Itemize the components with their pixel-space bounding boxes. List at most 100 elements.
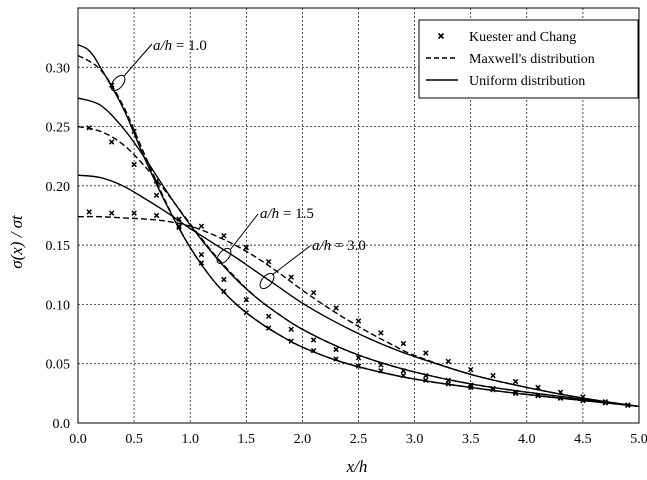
x-tick-label: 2.0 bbox=[294, 432, 312, 447]
kuester-chang-point-ah-1-5 bbox=[400, 368, 407, 374]
annotation-leader-2 bbox=[229, 213, 259, 251]
annotation-leader-3 bbox=[271, 245, 311, 276]
uniform-curve-ah-1-5 bbox=[77, 97, 640, 408]
x-tick-label: 3.5 bbox=[462, 432, 480, 447]
x-tick-label: 5.0 bbox=[630, 432, 647, 447]
annotation-ah-3: a/h = 3.0 bbox=[312, 238, 366, 254]
kuester-chang-point-ah-1-5 bbox=[243, 296, 250, 303]
kuester-chang-point-ah-3-0 bbox=[288, 274, 294, 280]
annotation-ring-1 bbox=[110, 74, 126, 92]
kuester-chang-point-ah-1-5 bbox=[423, 372, 429, 379]
annotation-ah-1-var: a/h bbox=[153, 38, 172, 54]
legend-label-kuester: Kuester and Chang bbox=[469, 30, 576, 45]
kuester-chang-point-ah-3-0 bbox=[602, 398, 609, 405]
legend-label-maxwell: Maxwell's distribution bbox=[469, 52, 595, 67]
kuester-chang-point-ah-1-5 bbox=[535, 392, 541, 399]
kuester-chang-point-ah-3-0 bbox=[198, 223, 205, 229]
kuester-chang-point-ah-1-5 bbox=[557, 395, 564, 401]
x-tick-label: 4.0 bbox=[518, 432, 536, 447]
kuester-chang-point-ah-3-0 bbox=[176, 216, 182, 222]
y-tick-label: 0.0 bbox=[53, 417, 71, 432]
annotation-ah-3-value: = 3.0 bbox=[331, 238, 366, 254]
legend: Kuester and Chang Maxwell's distribution… bbox=[418, 19, 639, 99]
kuester-chang-point-ah-1-0 bbox=[131, 128, 137, 135]
kuester-chang-point-ah-1-0 bbox=[310, 347, 317, 354]
axis-ticks: 0.0 0.5 1.0 1.5 2.0 2.5 3.0 3.5 4.0 4.5 5.0 0.0 0.05… bbox=[46, 61, 647, 447]
kuester-chang-point-ah-1-5 bbox=[378, 362, 384, 368]
kuester-chang-point-ah-3-0 bbox=[535, 384, 541, 391]
legend-marker-symbol bbox=[437, 32, 445, 40]
kuester-chang-point-ah-1-5 bbox=[310, 337, 317, 343]
y-tick-label: 0.05 bbox=[46, 358, 71, 373]
x-tick-label: 4.5 bbox=[574, 432, 592, 447]
annotations: a/h = 1.0 a/h = 1.5 a/h = 3.0 bbox=[110, 38, 366, 290]
kuester-chang-point-ah-1-5 bbox=[131, 161, 137, 168]
x-tick-label: 1.5 bbox=[238, 432, 256, 447]
kuester-chang-point-ah-1-5 bbox=[445, 377, 452, 384]
y-tick-label: 0.30 bbox=[46, 61, 71, 76]
kuester-chang-point-ah-3-0 bbox=[153, 212, 160, 219]
kuester-chang-point-ah-1-0 bbox=[265, 325, 272, 331]
kuester-chang-point-ah-3-0 bbox=[108, 210, 115, 216]
kuester-chang-point-ah-3-0 bbox=[131, 210, 137, 216]
x-tick-label: 0.0 bbox=[69, 432, 87, 447]
kuester-chang-point-ah-1-5 bbox=[467, 382, 474, 388]
kuester-chang-point-ah-3-0 bbox=[86, 209, 92, 215]
kuester-chang-point-ah-1-5 bbox=[153, 192, 160, 199]
kuester-chang-point-ah-3-0 bbox=[265, 258, 272, 265]
kuester-chang-point-ah-1-5 bbox=[86, 125, 92, 131]
kuester-chang-point-ah-3-0 bbox=[310, 289, 317, 296]
kuester-chang-point-ah-1-0 bbox=[243, 309, 250, 316]
kuester-chang-point-ah-1-0 bbox=[400, 372, 407, 379]
kuester-chang-point-ah-1-5 bbox=[490, 385, 496, 392]
kuester-chang-point-ah-1-5 bbox=[512, 389, 519, 395]
kuester-chang-point-ah-3-0 bbox=[333, 305, 339, 311]
annotation-ah-2: a/h = 1.5 bbox=[260, 206, 314, 222]
kuester-chang-point-ah-1-0 bbox=[288, 338, 294, 344]
y-axis-label: σ(x) / σt bbox=[7, 214, 26, 269]
kuester-chang-point-ah-3-0 bbox=[400, 340, 407, 347]
kuester-chang-point-ah-1-0 bbox=[512, 390, 519, 397]
annotation-leader-1 bbox=[123, 43, 153, 77]
x-tick-label: 0.5 bbox=[125, 432, 143, 447]
kuester-chang-point-ah-3-0 bbox=[557, 389, 564, 395]
annotation-ah-1: a/h = 1.0 bbox=[153, 38, 207, 54]
kuester-chang-point-ah-3-0 bbox=[355, 318, 362, 324]
legend-box bbox=[418, 19, 639, 99]
maxwell-curve-ah-1-0 bbox=[77, 54, 640, 408]
kuester-chang-point-ah-3-0 bbox=[512, 378, 519, 385]
kuester-chang-point-ah-3-0 bbox=[625, 402, 631, 408]
kuester-chang-point-ah-1-5 bbox=[221, 276, 227, 283]
kuester-chang-point-ah-1-5 bbox=[265, 313, 272, 320]
y-tick-label: 0.10 bbox=[46, 298, 71, 313]
kuester-chang-point-ah-3-0 bbox=[221, 232, 227, 239]
x-tick-label: 1.0 bbox=[181, 432, 199, 447]
kuester-chang-point-ah-1-5 bbox=[198, 251, 205, 258]
plot-series bbox=[77, 44, 640, 408]
annotation-ring-2 bbox=[216, 247, 232, 265]
kuester-chang-point-ah-1-5 bbox=[288, 326, 294, 333]
kuester-chang-point-ah-1-5 bbox=[108, 139, 115, 145]
kuester-chang-point-ah-1-0 bbox=[221, 288, 227, 295]
kuester-chang-point-ah-3-0 bbox=[580, 394, 586, 400]
kuester-chang-point-ah-1-0 bbox=[198, 260, 205, 266]
kuester-chang-point-ah-1-5 bbox=[333, 346, 339, 353]
kuester-chang-point-ah-3-0 bbox=[445, 358, 452, 365]
plot-frame bbox=[77, 7, 640, 424]
y-tick-label: 0.20 bbox=[46, 180, 71, 195]
kuester-chang-point-ah-1-0 bbox=[176, 223, 182, 229]
kuester-chang-point-ah-3-0 bbox=[467, 366, 474, 373]
kuester-chang-point-ah-1-0 bbox=[378, 368, 384, 374]
annotation-ring-3 bbox=[259, 272, 275, 290]
kuester-chang-point-ah-3-0 bbox=[423, 350, 429, 356]
kuester-chang-point-ah-1-0 bbox=[423, 377, 429, 384]
kuester-chang-point-ah-3-0 bbox=[243, 244, 250, 251]
annotation-ah-2-value: = 1.5 bbox=[279, 206, 314, 222]
y-tick-label: 0.25 bbox=[46, 121, 71, 136]
uniform-curve-ah-3-0 bbox=[77, 174, 640, 408]
kuester-chang-point-ah-1-5 bbox=[355, 355, 362, 361]
x-tick-label: 3.0 bbox=[406, 432, 424, 447]
annotation-ah-2-var: a/h bbox=[260, 206, 279, 222]
kuester-chang-point-ah-3-0 bbox=[378, 330, 384, 336]
